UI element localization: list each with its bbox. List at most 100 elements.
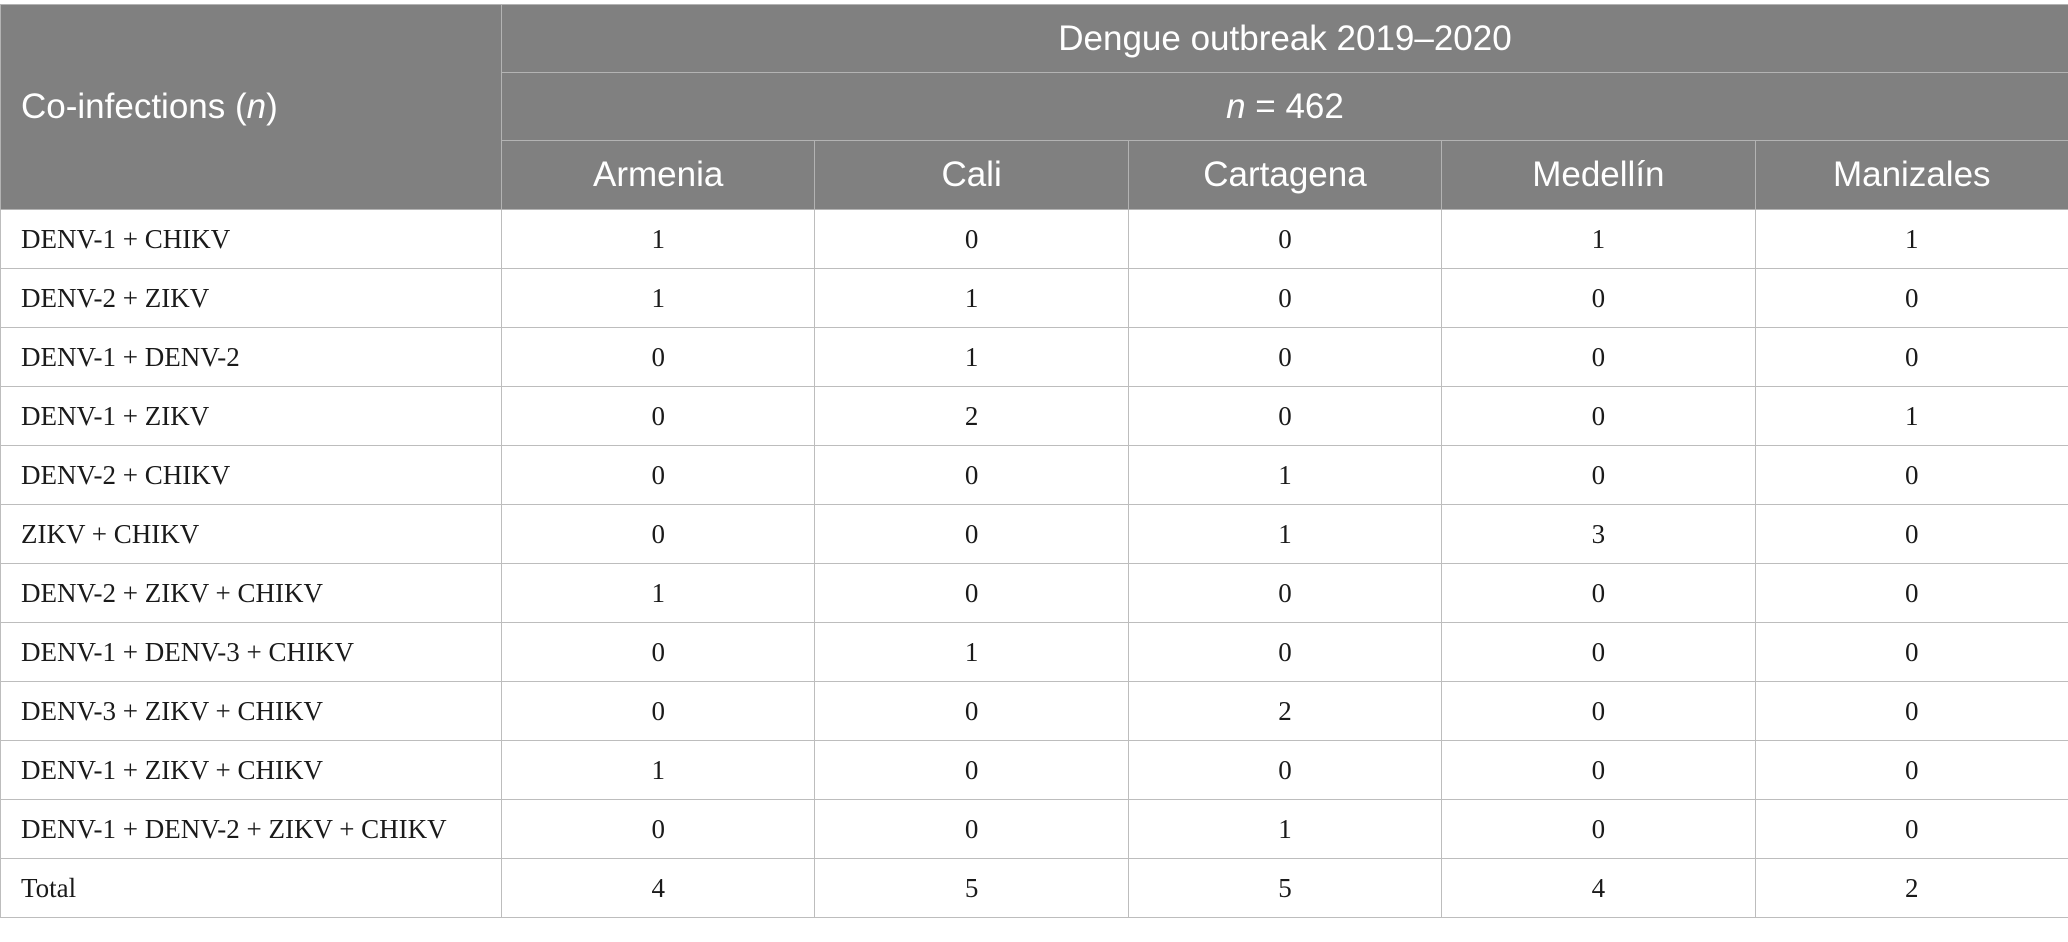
table-row: DENV-1 + CHIKV 1 0 0 1 1 — [0, 209, 2068, 269]
cell-value: 0 — [1127, 563, 1443, 623]
sample-size-header: n = 462 — [501, 72, 2068, 141]
cell-value: 0 — [1754, 681, 2068, 741]
cell-value: 0 — [1127, 209, 1443, 269]
column-header-medellin: Medellín — [1441, 140, 1756, 210]
row-label: DENV-2 + CHIKV — [0, 445, 502, 505]
cell-value: 2 — [814, 386, 1129, 446]
cell-value: 0 — [1441, 386, 1756, 446]
cell-value: 0 — [1754, 327, 2068, 387]
cell-value: 0 — [814, 799, 1129, 859]
cell-value: 0 — [1441, 563, 1756, 623]
cell-value: 1 — [814, 622, 1129, 682]
column-header-manizales: Manizales — [1754, 140, 2068, 210]
row-label: DENV-3 + ZIKV + CHIKV — [0, 681, 502, 741]
cell-value: 4 — [500, 858, 816, 918]
cell-value: 0 — [814, 445, 1129, 505]
table-row: DENV-1 + ZIKV + CHIKV 1 0 0 0 0 — [0, 740, 2068, 800]
row-label: DENV-1 + DENV-2 + ZIKV + CHIKV — [0, 799, 502, 859]
cell-value: 0 — [500, 445, 816, 505]
coinfection-table-container: Co-infections (n) Dengue outbreak 2019–2… — [0, 4, 2068, 918]
stub-header-n: n — [246, 87, 267, 126]
cell-value: 0 — [1127, 622, 1443, 682]
cell-value: 0 — [1754, 622, 2068, 682]
table-row: DENV-1 + DENV-2 + ZIKV + CHIKV 0 0 1 0 0 — [0, 799, 2068, 859]
cell-value: 0 — [1754, 504, 2068, 564]
row-label: DENV-1 + ZIKV — [0, 386, 502, 446]
cell-value: 1 — [1127, 504, 1443, 564]
stub-header-suffix: ) — [266, 87, 278, 126]
table-row: DENV-3 + ZIKV + CHIKV 0 0 2 0 0 — [0, 681, 2068, 741]
cell-value: 1 — [1127, 799, 1443, 859]
cell-value: 0 — [814, 740, 1129, 800]
cell-value: 2 — [1127, 681, 1443, 741]
row-label: DENV-1 + CHIKV — [0, 209, 502, 269]
column-header-armenia: Armenia — [500, 140, 816, 210]
cell-value: 1 — [500, 740, 816, 800]
total-row: Total 4 5 5 4 2 — [0, 858, 2068, 918]
row-label: DENV-1 + DENV-3 + CHIKV — [0, 622, 502, 682]
cell-value: 1 — [500, 268, 816, 328]
cell-value: 0 — [814, 209, 1129, 269]
cell-value: 0 — [1754, 268, 2068, 328]
table-body: DENV-1 + CHIKV 1 0 0 1 1 DENV-2 + ZIKV 1 1 0 0 0 DEN… — [0, 209, 2068, 918]
cell-value: 5 — [1127, 858, 1443, 918]
row-label: DENV-2 + ZIKV — [0, 268, 502, 328]
column-header-cali: Cali — [814, 140, 1129, 210]
cell-value: 1 — [1754, 209, 2068, 269]
row-label: ZIKV + CHIKV — [0, 504, 502, 564]
cell-value: 0 — [1127, 327, 1443, 387]
stub-header-prefix: Co-infections ( — [21, 87, 247, 126]
cell-value: 0 — [500, 386, 816, 446]
cell-value: 0 — [1127, 386, 1443, 446]
cell-value: 0 — [814, 504, 1129, 564]
cell-value: 2 — [1754, 858, 2068, 918]
table-row: DENV-2 + ZIKV 1 1 0 0 0 — [0, 268, 2068, 328]
table-row: DENV-1 + DENV-3 + CHIKV 0 1 0 0 0 — [0, 622, 2068, 682]
table-row: DENV-2 + CHIKV 0 0 1 0 0 — [0, 445, 2068, 505]
cell-value: 0 — [1754, 799, 2068, 859]
cell-value: 0 — [500, 681, 816, 741]
cell-value: 0 — [1441, 681, 1756, 741]
sample-size-n: n — [1226, 86, 1246, 126]
cell-value: 0 — [1754, 563, 2068, 623]
cell-value: 0 — [1754, 445, 2068, 505]
cell-value: 0 — [1127, 740, 1443, 800]
cell-value: 1 — [1754, 386, 2068, 446]
cell-value: 1 — [1127, 445, 1443, 505]
sample-size-value: = 462 — [1245, 86, 1344, 126]
cell-value: 3 — [1441, 504, 1756, 564]
cell-value: 0 — [1441, 445, 1756, 505]
cell-value: 0 — [1127, 268, 1443, 328]
column-header-cartagena: Cartagena — [1127, 140, 1443, 210]
table-row: ZIKV + CHIKV 0 0 1 3 0 — [0, 504, 2068, 564]
cell-value: 0 — [1441, 799, 1756, 859]
cell-value: 1 — [500, 209, 816, 269]
cell-value: 0 — [500, 622, 816, 682]
stub-header: Co-infections (n) — [0, 4, 502, 210]
cell-value: 1 — [500, 563, 816, 623]
cell-value: 0 — [500, 799, 816, 859]
cell-value: 0 — [814, 681, 1129, 741]
cell-value: 1 — [814, 268, 1129, 328]
cell-value: 5 — [814, 858, 1129, 918]
row-label: DENV-2 + ZIKV + CHIKV — [0, 563, 502, 623]
cell-value: 0 — [814, 563, 1129, 623]
coinfection-table: Co-infections (n) Dengue outbreak 2019–2… — [0, 4, 2068, 918]
table-row: DENV-1 + DENV-2 0 1 0 0 0 — [0, 327, 2068, 387]
cell-value: 0 — [1441, 268, 1756, 328]
cell-value: 1 — [1441, 209, 1756, 269]
cell-value: 0 — [500, 327, 816, 387]
cell-value: 0 — [1441, 622, 1756, 682]
row-label: DENV-1 + ZIKV + CHIKV — [0, 740, 502, 800]
table-row: DENV-2 + ZIKV + CHIKV 1 0 0 0 0 — [0, 563, 2068, 623]
cell-value: 0 — [1441, 327, 1756, 387]
cell-value: 0 — [500, 504, 816, 564]
table-header: Co-infections (n) Dengue outbreak 2019–2… — [0, 4, 2068, 210]
cell-value: 0 — [1754, 740, 2068, 800]
span-title-header: Dengue outbreak 2019–2020 — [501, 4, 2068, 73]
cell-value: 0 — [1441, 740, 1756, 800]
row-label: DENV-1 + DENV-2 — [0, 327, 502, 387]
table-row: DENV-1 + ZIKV 0 2 0 0 1 — [0, 386, 2068, 446]
cell-value: 4 — [1441, 858, 1756, 918]
row-label: Total — [0, 858, 502, 918]
